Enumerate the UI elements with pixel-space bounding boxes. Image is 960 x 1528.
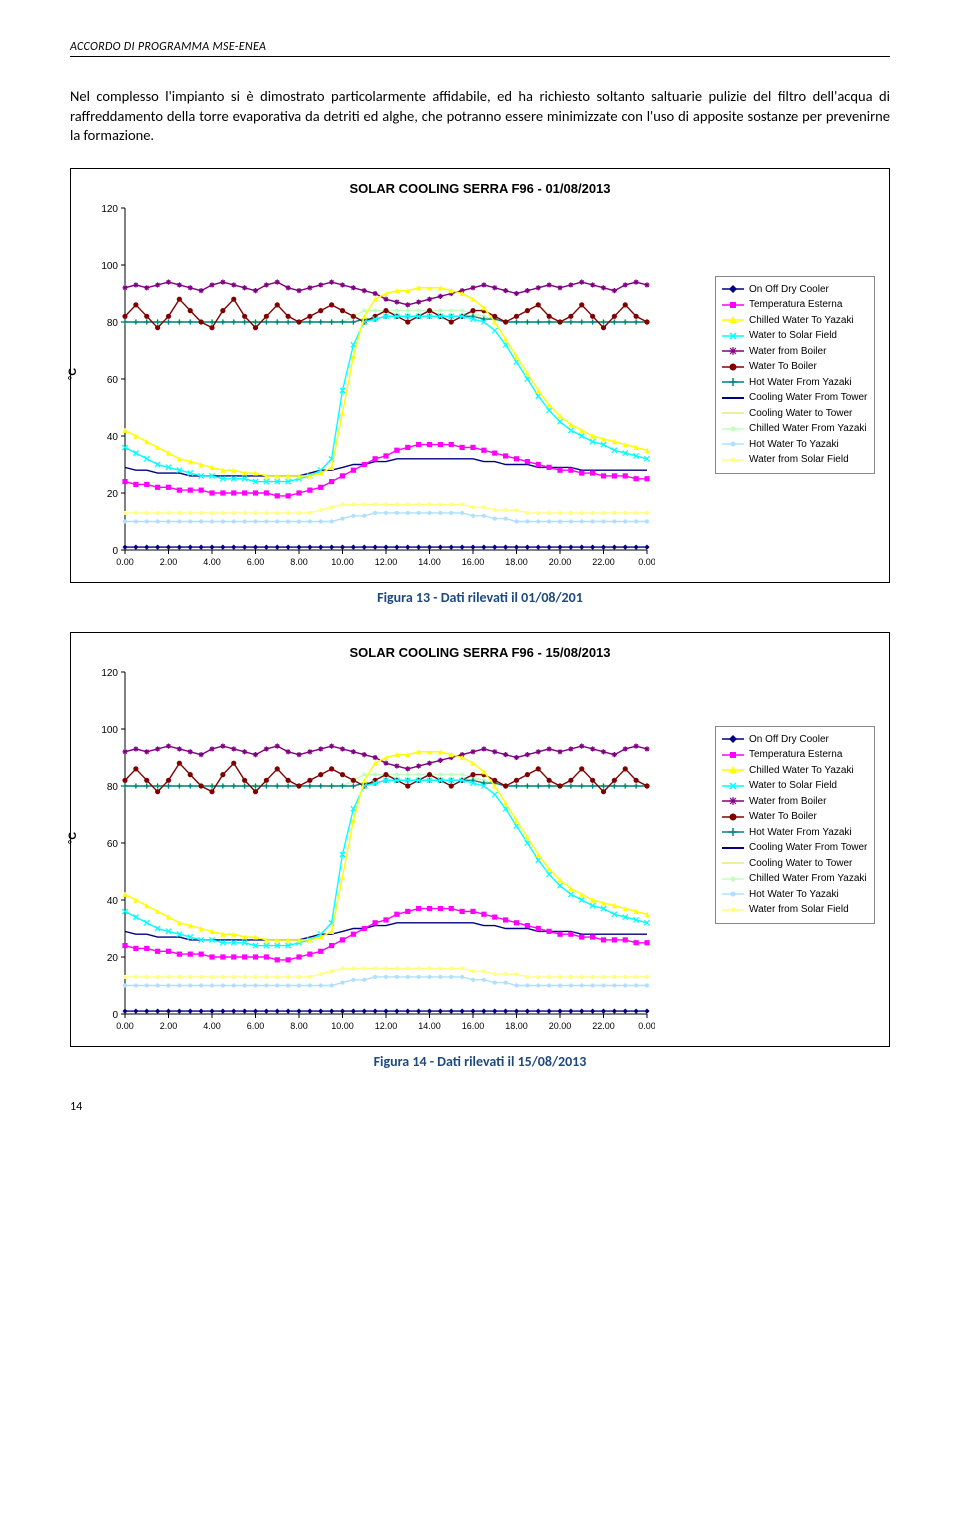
legend-item: On Off Dry Cooler xyxy=(722,283,868,297)
legend-item: Cooling Water From Tower xyxy=(722,391,868,405)
svg-text:14.00: 14.00 xyxy=(418,557,441,567)
svg-text:22.00: 22.00 xyxy=(592,1021,615,1031)
chart-1-plot: 0 20 40 60 80 100 120 0.00 2.00 4.00 6.00 8.00 10.00… xyxy=(85,202,655,572)
legend-item: Cooling Water to Tower xyxy=(722,857,868,871)
svg-text:6.00: 6.00 xyxy=(247,1021,265,1031)
page-header: ACCORDO DI PROGRAMMA MSE-ENEA xyxy=(70,40,890,57)
svg-text:0.00: 0.00 xyxy=(116,557,134,567)
svg-text:4.00: 4.00 xyxy=(203,1021,221,1031)
svg-text:0.00: 0.00 xyxy=(638,557,655,567)
legend-item: Water To Boiler xyxy=(722,810,868,824)
svg-text:22.00: 22.00 xyxy=(592,557,615,567)
svg-text:16.00: 16.00 xyxy=(462,557,485,567)
chart-1-frame: SOLAR COOLING SERRA F96 - 01/08/2013 °C … xyxy=(70,168,890,583)
svg-text:20: 20 xyxy=(107,953,119,964)
svg-text:8.00: 8.00 xyxy=(290,557,308,567)
legend-item: Water from Solar Field xyxy=(722,903,868,917)
legend-item: Water from Solar Field xyxy=(722,453,868,467)
chart-2-frame: SOLAR COOLING SERRA F96 - 15/08/2013 °C … xyxy=(70,632,890,1047)
svg-text:20.00: 20.00 xyxy=(549,557,572,567)
chart-2-caption: Figura 14 - Dati rilevati il 15/08/2013 xyxy=(70,1053,890,1070)
legend-item: Temperatura Esterna xyxy=(722,748,868,762)
svg-text:20: 20 xyxy=(107,489,119,500)
svg-text:0.00: 0.00 xyxy=(638,1021,655,1031)
legend-item: Chilled Water From Yazaki xyxy=(722,872,868,886)
legend-item: Water from Boiler xyxy=(722,345,868,359)
legend-item: Water to Solar Field xyxy=(722,779,868,793)
intro-paragraph: Nel complesso l'impianto si è dimostrato… xyxy=(70,87,890,146)
legend-item: Hot Water To Yazaki xyxy=(722,438,868,452)
svg-text:12.00: 12.00 xyxy=(375,557,398,567)
svg-text:60: 60 xyxy=(107,839,119,850)
svg-text:0: 0 xyxy=(112,1010,118,1021)
legend-item: Hot Water To Yazaki xyxy=(722,888,868,902)
legend-item: Hot Water From Yazaki xyxy=(722,826,868,840)
legend-item: Hot Water From Yazaki xyxy=(722,376,868,390)
chart-1-legend: On Off Dry CoolerTemperatura Esterna Chil… xyxy=(715,276,875,474)
svg-text:18.00: 18.00 xyxy=(505,1021,528,1031)
chart-2-legend: On Off Dry CoolerTemperatura Esterna Chil… xyxy=(715,726,875,924)
chart-2-yunit: °C xyxy=(67,832,79,844)
svg-text:12.00: 12.00 xyxy=(375,1021,398,1031)
legend-item: On Off Dry Cooler xyxy=(722,733,868,747)
legend-item: Chilled Water To Yazaki xyxy=(722,764,868,778)
svg-text:0.00: 0.00 xyxy=(116,1021,134,1031)
svg-text:10.00: 10.00 xyxy=(331,1021,354,1031)
svg-text:0: 0 xyxy=(112,546,118,557)
legend-item: Water from Boiler xyxy=(722,795,868,809)
legend-item: Chilled Water From Yazaki xyxy=(722,422,868,436)
svg-text:8.00: 8.00 xyxy=(290,1021,308,1031)
svg-text:16.00: 16.00 xyxy=(462,1021,485,1031)
svg-text:120: 120 xyxy=(101,204,118,215)
chart-1-caption: Figura 13 - Dati rilevati il 01/08/201 xyxy=(70,589,890,606)
legend-item: Cooling Water From Tower xyxy=(722,841,868,855)
svg-text:2.00: 2.00 xyxy=(160,557,178,567)
svg-text:4.00: 4.00 xyxy=(203,557,221,567)
legend-item: Temperatura Esterna xyxy=(722,298,868,312)
svg-text:100: 100 xyxy=(101,725,118,736)
svg-text:40: 40 xyxy=(107,896,119,907)
legend-item: Chilled Water To Yazaki xyxy=(722,314,868,328)
svg-text:100: 100 xyxy=(101,261,118,272)
chart-1-title: SOLAR COOLING SERRA F96 - 01/08/2013 xyxy=(85,181,875,196)
legend-item: Water To Boiler xyxy=(722,360,868,374)
svg-text:10.00: 10.00 xyxy=(331,557,354,567)
legend-item: Cooling Water to Tower xyxy=(722,407,868,421)
svg-text:14.00: 14.00 xyxy=(418,1021,441,1031)
svg-text:2.00: 2.00 xyxy=(160,1021,178,1031)
svg-text:120: 120 xyxy=(101,668,118,679)
chart-2-plot: 0 20 40 60 80 100 120 0.00 2.00 4.00 6.00 8.00 10.00… xyxy=(85,666,655,1036)
svg-text:60: 60 xyxy=(107,375,119,386)
svg-text:6.00: 6.00 xyxy=(247,557,265,567)
svg-text:40: 40 xyxy=(107,432,119,443)
legend-item: Water to Solar Field xyxy=(722,329,868,343)
svg-text:18.00: 18.00 xyxy=(505,557,528,567)
svg-text:80: 80 xyxy=(107,782,119,793)
page-number: 14 xyxy=(70,1100,890,1114)
chart-2-title: SOLAR COOLING SERRA F96 - 15/08/2013 xyxy=(85,645,875,660)
chart-1-yunit: °C xyxy=(67,368,79,380)
svg-text:80: 80 xyxy=(107,318,119,329)
svg-text:20.00: 20.00 xyxy=(549,1021,572,1031)
